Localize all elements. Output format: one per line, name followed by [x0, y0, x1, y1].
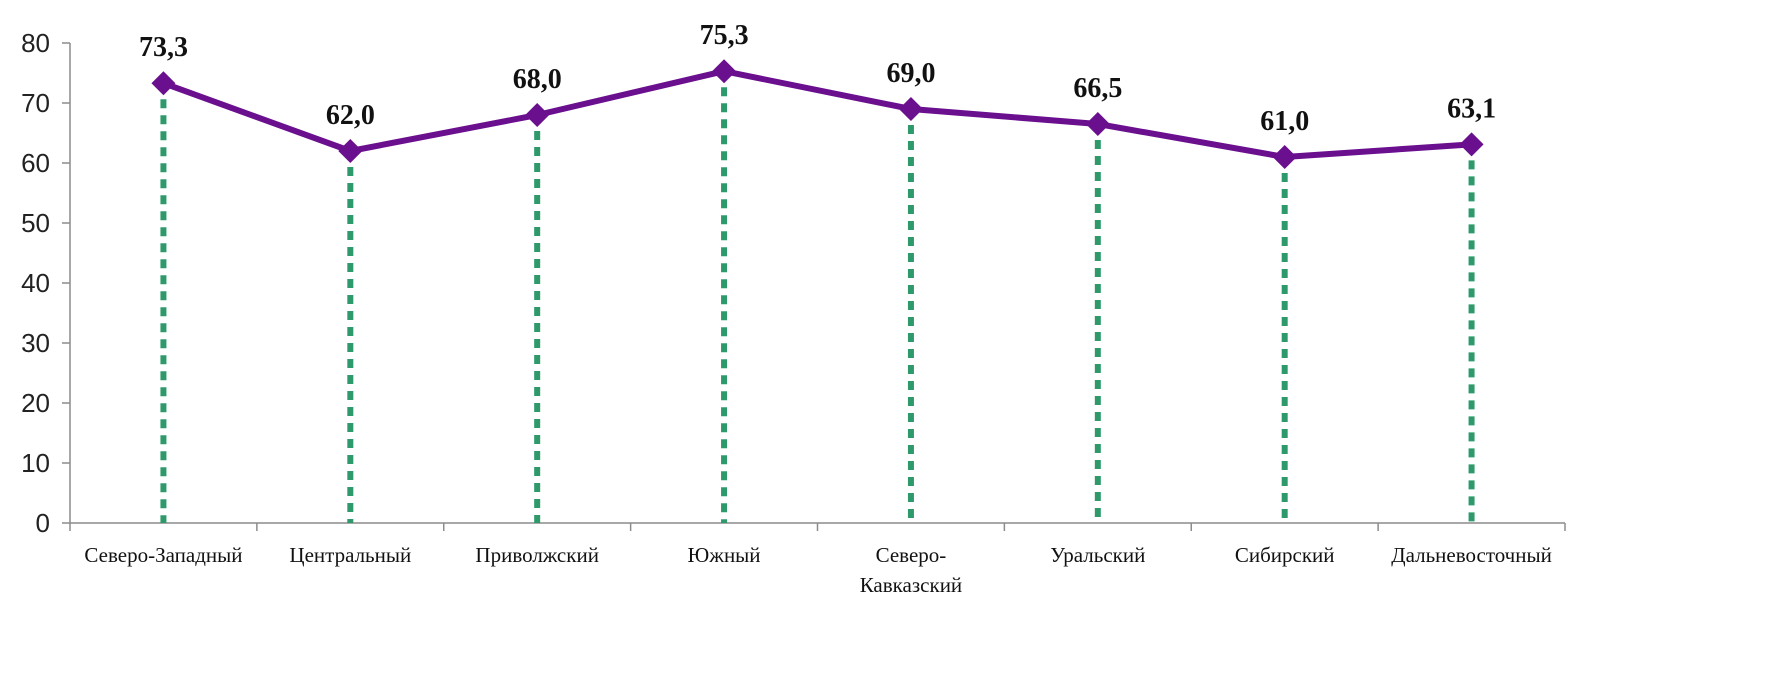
- data-label: 69,0: [886, 58, 935, 89]
- y-tick-label: 0: [36, 508, 50, 538]
- y-tick-label: 20: [21, 388, 50, 418]
- x-tick-label: Центральный: [289, 543, 411, 567]
- data-label: 62,0: [326, 100, 375, 131]
- data-point-marker: [151, 71, 176, 96]
- x-tick-label-line: Центральный: [289, 543, 411, 567]
- x-tick-label-line: Приволжский: [475, 543, 599, 567]
- data-label: 68,0: [513, 64, 562, 95]
- axes: 0 10 20 30 40 50 60 70 80 Северо-Западный Централь…: [21, 28, 1566, 597]
- x-tick-label-line: Сибирский: [1235, 543, 1335, 567]
- x-tick-label: Северо- Кавказский: [860, 543, 962, 597]
- x-tick-label: Дальневосточный: [1391, 543, 1552, 567]
- data-point-marker: [1085, 112, 1110, 136]
- x-tick-label: Сибирский: [1235, 543, 1335, 567]
- x-tick-label-line: Северо-: [876, 543, 947, 567]
- data-point-marker: [338, 139, 363, 163]
- x-tick-label: Уральский: [1050, 543, 1145, 567]
- series-polyline: [162, 68, 1472, 160]
- data-point-marker: [1272, 145, 1297, 169]
- y-tick-label: 10: [21, 448, 50, 478]
- y-tick-label: 40: [21, 268, 50, 298]
- x-tick-label: Северо-Западный: [84, 543, 242, 567]
- x-tick-label-line: Кавказский: [860, 573, 962, 597]
- y-tick-label: 70: [21, 88, 50, 118]
- x-tick-label: Приволжский: [475, 543, 599, 567]
- y-tick-label: 80: [21, 28, 50, 58]
- data-labels: 73,3 62,0 68,0 75,3 69,0 66,5 61,0 63,1: [139, 20, 1496, 137]
- x-tick-label-line: Южный: [688, 543, 761, 567]
- data-label: 63,1: [1447, 93, 1496, 124]
- data-point-marker: [712, 59, 737, 84]
- data-label: 73,3: [139, 32, 188, 63]
- x-tick-label: Южный: [688, 543, 761, 567]
- data-point-marker: [898, 97, 923, 121]
- series-line: [162, 68, 1472, 160]
- data-label: 75,3: [700, 20, 749, 51]
- y-tick-label: 60: [21, 148, 50, 178]
- data-markers: [151, 59, 1484, 169]
- data-point-marker: [525, 103, 550, 127]
- data-point-marker: [1459, 132, 1484, 157]
- drop-lines: [160, 71, 1475, 523]
- y-tick-label: 50: [21, 208, 50, 238]
- x-tick-label-line: Уральский: [1050, 543, 1145, 567]
- x-tick-label-line: Северо-Западный: [84, 543, 242, 567]
- data-label: 61,0: [1260, 106, 1309, 137]
- x-tick-label-line: Дальневосточный: [1391, 543, 1552, 567]
- y-tick-label: 30: [21, 328, 50, 358]
- data-label: 66,5: [1073, 73, 1122, 104]
